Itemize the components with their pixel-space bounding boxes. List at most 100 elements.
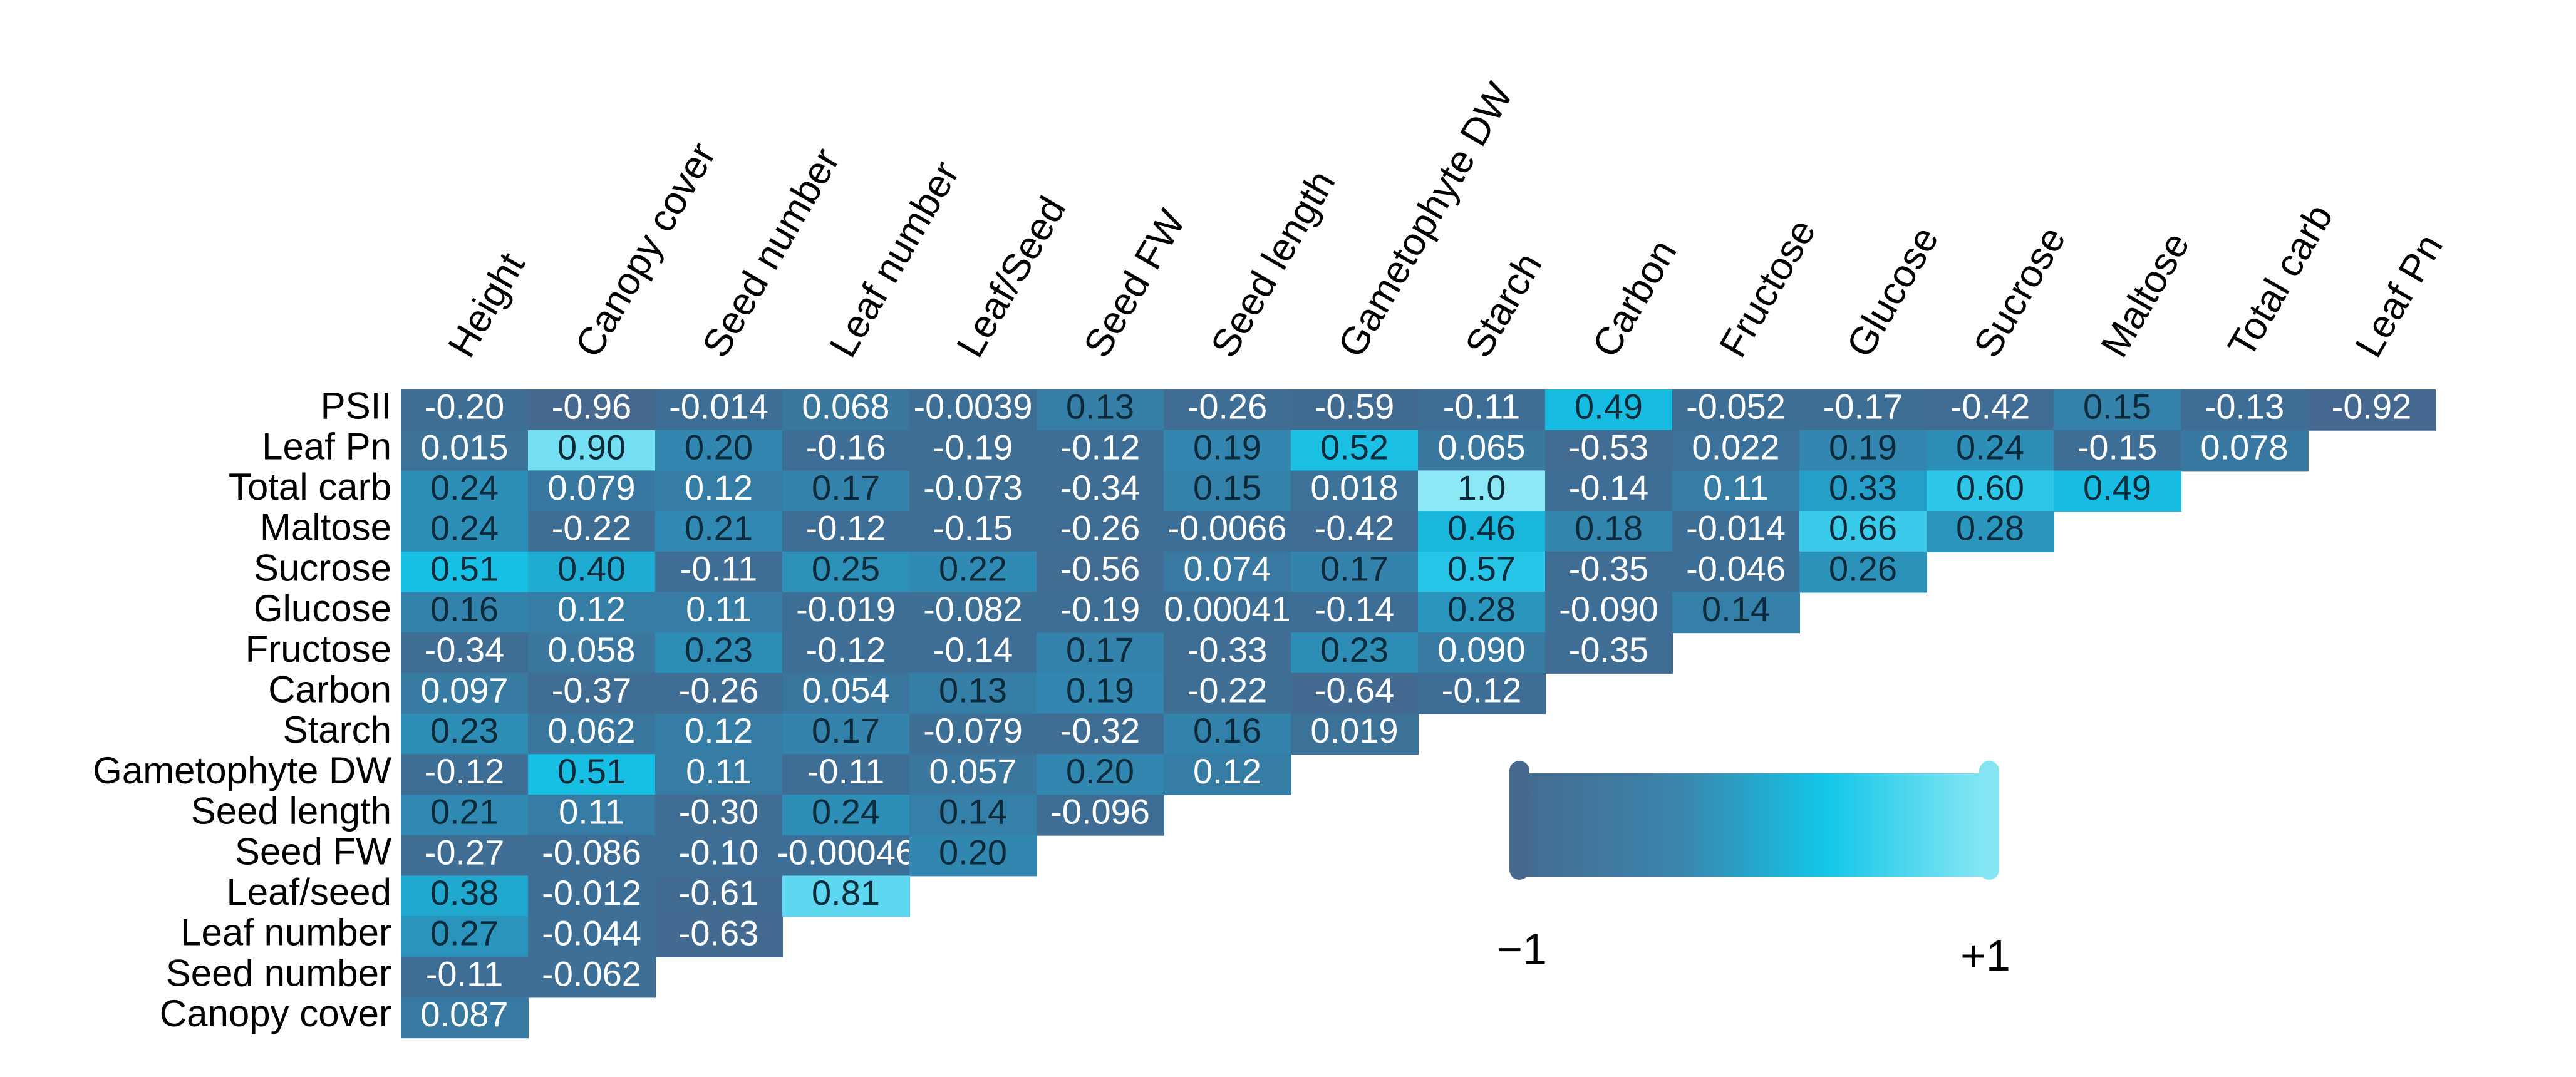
cell-value-label: -0.12 <box>1060 427 1141 466</box>
heatmap-cell <box>909 754 1037 795</box>
heatmap-cell <box>1037 795 1164 836</box>
cell-value-label: -0.014 <box>669 387 768 426</box>
heatmap-cell <box>1037 470 1164 512</box>
cell-value-label: -0.42 <box>1315 508 1395 548</box>
heatmap-cell <box>1291 470 1419 512</box>
row-label-glucose: Glucose <box>254 587 391 629</box>
heatmap-cell <box>401 430 529 472</box>
heatmap-cell <box>401 592 529 634</box>
heatmap-cell <box>1672 470 1800 512</box>
cell-value-label: -0.22 <box>1187 670 1268 709</box>
cell-value-label: 0.11 <box>559 792 624 832</box>
cell-value-label: 0.66 <box>1829 508 1897 548</box>
heatmap-cell <box>401 713 529 755</box>
heatmap-cell <box>401 511 529 552</box>
column-label-canopy-cover: Canopy cover <box>567 135 724 364</box>
cell-value-label: 0.26 <box>1829 549 1897 588</box>
heatmap-cell <box>655 713 783 755</box>
heatmap-cell <box>1545 632 1673 674</box>
cell-value-label: -0.11 <box>1443 387 1520 426</box>
heatmap-cell <box>909 835 1037 877</box>
cell-value-label: 0.12 <box>1193 751 1261 791</box>
cell-value-label: 0.19 <box>1193 427 1261 466</box>
cell-value-label: -0.0066 <box>1168 508 1287 548</box>
cell-value-label: -0.64 <box>1315 670 1395 709</box>
row-label-fructose: Fructose <box>246 628 391 670</box>
cell-value-label: 0.019 <box>1310 711 1398 750</box>
cell-value-label: 0.057 <box>929 751 1016 791</box>
cell-value-label: -0.096 <box>1050 792 1150 832</box>
cell-value-label: -0.22 <box>552 508 632 548</box>
cell-value-label: 0.015 <box>420 427 508 466</box>
heatmap-cell <box>655 551 783 593</box>
heatmap-cell <box>1291 511 1419 552</box>
heatmap-cell <box>1545 470 1673 512</box>
column-label-starch: Starch <box>1457 245 1550 364</box>
cell-value-label: -0.10 <box>679 832 759 872</box>
heatmap-cell <box>528 835 656 877</box>
heatmap-cell <box>1927 389 2054 431</box>
heatmap-cell <box>528 511 656 552</box>
cell-value-label: 0.49 <box>2083 468 2151 507</box>
column-label-seed-fw: Seed FW <box>1075 202 1194 364</box>
heatmap-cell <box>909 592 1037 634</box>
heatmap-cell <box>782 632 910 674</box>
cell-value-label: -0.14 <box>1315 589 1395 629</box>
heatmap-cell <box>1164 672 1291 714</box>
cell-value-label: 0.49 <box>1575 387 1643 426</box>
cell-value-label: -0.12 <box>1442 670 1522 709</box>
cell-value-label: 0.81 <box>812 873 880 912</box>
heatmap-cell <box>1291 592 1419 634</box>
heatmap-cell <box>528 470 656 512</box>
cell-value-label: 0.090 <box>1437 630 1525 669</box>
heatmap-cell <box>1418 632 1546 674</box>
heatmap-cell <box>1418 551 1546 593</box>
cell-value-label: 0.27 <box>430 914 499 953</box>
heatmap-cell <box>1672 389 1800 431</box>
heatmap-cell <box>655 835 783 877</box>
heatmap-cell <box>401 672 529 714</box>
heatmap-cell <box>782 511 910 552</box>
column-label-maltose: Maltose <box>2092 225 2198 364</box>
cell-value-label: 0.60 <box>1956 468 2024 507</box>
cell-value-label: 0.24 <box>812 792 880 832</box>
cell-value-label: 0.51 <box>557 751 626 791</box>
cell-value-label: 0.40 <box>557 549 626 588</box>
heatmap-cell <box>1291 551 1419 593</box>
cell-value-label: -0.14 <box>1569 468 1649 507</box>
heatmap-cell <box>1164 713 1291 755</box>
cell-value-label: 0.22 <box>939 549 1007 588</box>
heatmap-cell <box>401 632 529 674</box>
cell-value-label: -0.27 <box>425 832 505 872</box>
color-scale-legend: −1 +1 <box>1497 761 2010 980</box>
heatmap-cell <box>782 875 910 917</box>
cell-value-label: 0.062 <box>547 711 635 750</box>
cell-value-label: 0.28 <box>1956 508 2024 548</box>
cell-value-label: 0.018 <box>1310 468 1398 507</box>
cell-value-label: 0.23 <box>685 630 753 669</box>
heatmap-cell <box>655 511 783 552</box>
cell-value-label: -0.37 <box>552 670 632 709</box>
heatmap-cell <box>909 713 1037 755</box>
cell-value-label: -0.42 <box>1950 387 2030 426</box>
cell-value-label: -0.00046 <box>777 832 915 872</box>
heatmap-cell <box>655 592 783 634</box>
cell-value-label: -0.019 <box>796 589 896 629</box>
row-label-canopy-cover: Canopy cover <box>160 992 391 1034</box>
color-scale-right-cap <box>1979 761 1999 880</box>
heatmap-cell <box>1418 672 1546 714</box>
cell-value-label: 0.19 <box>1829 427 1897 466</box>
heatmap-cell <box>528 430 656 472</box>
heatmap-cell <box>909 511 1037 552</box>
heatmap-cell <box>1418 511 1546 552</box>
cell-value-label: 0.11 <box>1703 468 1769 507</box>
heatmap-cell <box>1672 592 1800 634</box>
cell-value-label: 0.079 <box>547 468 635 507</box>
cell-value-label: -0.044 <box>542 914 641 953</box>
heatmap-cell <box>528 632 656 674</box>
row-label-maltose: Maltose <box>260 507 391 549</box>
cell-value-label: -0.59 <box>1315 387 1395 426</box>
cell-value-label: -0.14 <box>933 630 1013 669</box>
cell-value-label: 0.022 <box>1692 427 1779 466</box>
heatmap-cell <box>782 672 910 714</box>
